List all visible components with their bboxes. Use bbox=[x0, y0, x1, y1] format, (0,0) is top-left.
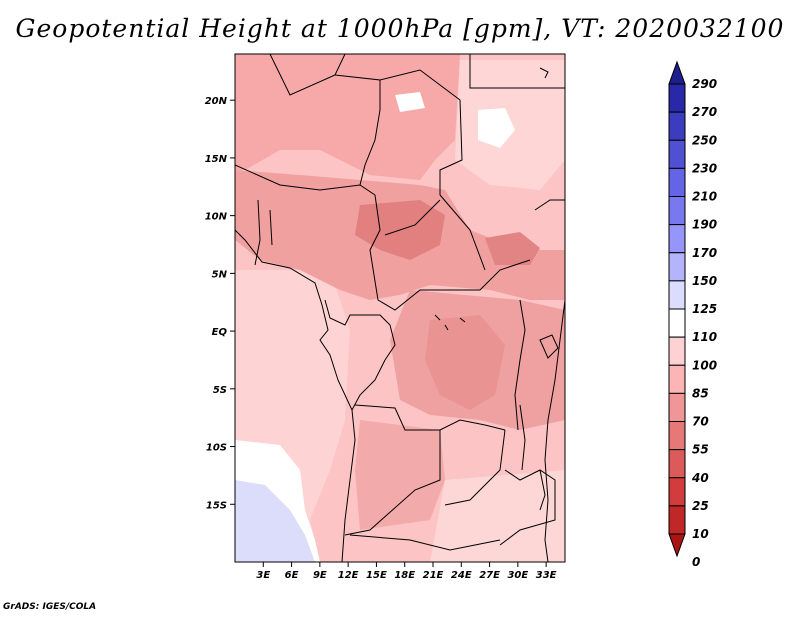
border-11 bbox=[351, 359, 386, 411]
colorbar-label: 110 bbox=[692, 330, 717, 344]
colorbar-swatch bbox=[668, 336, 686, 366]
colorbar-swatch bbox=[668, 280, 686, 310]
border-6 bbox=[369, 194, 531, 311]
sinai-coast bbox=[539, 67, 549, 79]
colorbar-swatch bbox=[668, 83, 686, 113]
colorbar-label: 85 bbox=[692, 386, 709, 400]
lat-tick-label: 10S bbox=[206, 443, 227, 454]
lon-tick-label: 15E bbox=[366, 570, 387, 581]
border-1 bbox=[269, 54, 346, 96]
coastlines-borders bbox=[235, 54, 565, 562]
colorbar-label: 270 bbox=[692, 105, 717, 119]
lat-tick-label: 15S bbox=[206, 500, 227, 511]
lake-tanganyika bbox=[519, 404, 526, 471]
field-dark-basin bbox=[425, 315, 505, 410]
colorbar-swatch bbox=[668, 449, 686, 479]
lon-tick-label: 6E bbox=[285, 570, 299, 581]
lat-tick-label: 5N bbox=[212, 269, 228, 280]
border-18 bbox=[254, 199, 261, 266]
colorbar-swatch bbox=[668, 421, 686, 451]
colorbar-swatch bbox=[668, 139, 686, 169]
colorbar-label: 0 bbox=[692, 555, 700, 569]
border-16 bbox=[499, 469, 556, 546]
border-5 bbox=[235, 164, 376, 196]
field-medium-angola bbox=[355, 420, 445, 530]
field-white-patch bbox=[478, 108, 515, 148]
field-white-patch-2 bbox=[395, 92, 425, 112]
field-dark-sudan bbox=[485, 232, 540, 265]
border-4 bbox=[469, 54, 565, 89]
lat-tick-label: 20N bbox=[205, 96, 228, 107]
border-17 bbox=[349, 534, 501, 551]
border-8 bbox=[384, 199, 441, 236]
lat-tick-label: EQ bbox=[212, 327, 228, 338]
height-field bbox=[235, 54, 565, 562]
lon-tick-label: 30E bbox=[507, 570, 528, 581]
colorbar-swatch bbox=[668, 196, 686, 226]
credit-text: GrADS: IGES/COLA bbox=[3, 602, 97, 612]
lake-victoria bbox=[539, 334, 559, 359]
colorbar-label: 100 bbox=[692, 358, 717, 372]
field-blue-atlantic bbox=[235, 480, 315, 562]
longitude-axis: 3E 6E 9E 12E 15E 18E 21E 24E 27E 30E 33E bbox=[256, 562, 557, 581]
colorbar-label: 10 bbox=[692, 527, 709, 541]
colorbar-top-arrow bbox=[668, 60, 686, 85]
colorbar-label: 230 bbox=[692, 161, 717, 175]
colorbar-swatch bbox=[668, 111, 686, 141]
border-2 bbox=[334, 74, 381, 186]
colorbar-label: 55 bbox=[692, 443, 709, 457]
colorbar-swatch bbox=[668, 505, 686, 535]
lon-tick-label: 27E bbox=[479, 570, 500, 581]
border-3 bbox=[379, 69, 463, 195]
lon-tick-label: 18E bbox=[394, 570, 415, 581]
colorbar-label: 170 bbox=[692, 246, 717, 260]
colorbar-swatch bbox=[668, 224, 686, 254]
colorbar-label: 125 bbox=[692, 302, 717, 316]
colorbar-label: 70 bbox=[692, 415, 709, 429]
colorbar: 2902702502302101901701501251101008570554… bbox=[668, 60, 717, 569]
colorbar-label: 250 bbox=[692, 133, 717, 147]
border-9 bbox=[534, 199, 565, 211]
lon-tick-label: 21E bbox=[423, 570, 444, 581]
field-medium-north bbox=[235, 54, 460, 180]
colorbar-label: 150 bbox=[692, 274, 717, 288]
lat-tick-label: 15N bbox=[205, 154, 228, 165]
lon-tick-label: 33E bbox=[536, 570, 557, 581]
colorbar-swatch bbox=[668, 392, 686, 422]
border-15 bbox=[514, 299, 526, 431]
colorbar-bottom-arrow bbox=[668, 533, 686, 558]
lake-malawi bbox=[539, 469, 546, 511]
colorbar-swatch bbox=[668, 477, 686, 507]
lat-tick-label: 10N bbox=[205, 212, 228, 223]
colorbar-label: 25 bbox=[692, 499, 709, 513]
lon-tick-label: 24E bbox=[451, 570, 472, 581]
border-14 bbox=[444, 429, 506, 506]
colorbar-label: 290 bbox=[692, 77, 717, 91]
map-title: Geopotential Height at 1000hPa [gpm], VT… bbox=[15, 14, 785, 43]
border-7 bbox=[439, 194, 486, 271]
lon-tick-label: 12E bbox=[338, 570, 359, 581]
latitude-axis: 20N 15N 10N 5N EQ 5S 10S 15S bbox=[205, 96, 235, 511]
coastline-west bbox=[235, 229, 356, 562]
colorbar-label: 210 bbox=[692, 190, 717, 204]
river-marks bbox=[434, 314, 466, 331]
border-10 bbox=[324, 299, 396, 361]
border-13 bbox=[344, 430, 441, 536]
colorbar-label: 40 bbox=[691, 471, 709, 485]
lon-tick-label: 3E bbox=[256, 570, 270, 581]
colorbar-swatch bbox=[668, 252, 686, 282]
colorbar-swatch bbox=[668, 167, 686, 197]
colorbar-swatch bbox=[668, 308, 686, 338]
coastline-east bbox=[544, 299, 565, 562]
colorbar-swatch bbox=[668, 364, 686, 394]
border-19 bbox=[269, 209, 273, 246]
colorbar-label: 190 bbox=[692, 218, 717, 232]
map-frame bbox=[234, 53, 566, 563]
field-light-south bbox=[430, 470, 565, 562]
lat-tick-label: 5S bbox=[213, 385, 227, 396]
lon-tick-label: 9E bbox=[313, 570, 327, 581]
